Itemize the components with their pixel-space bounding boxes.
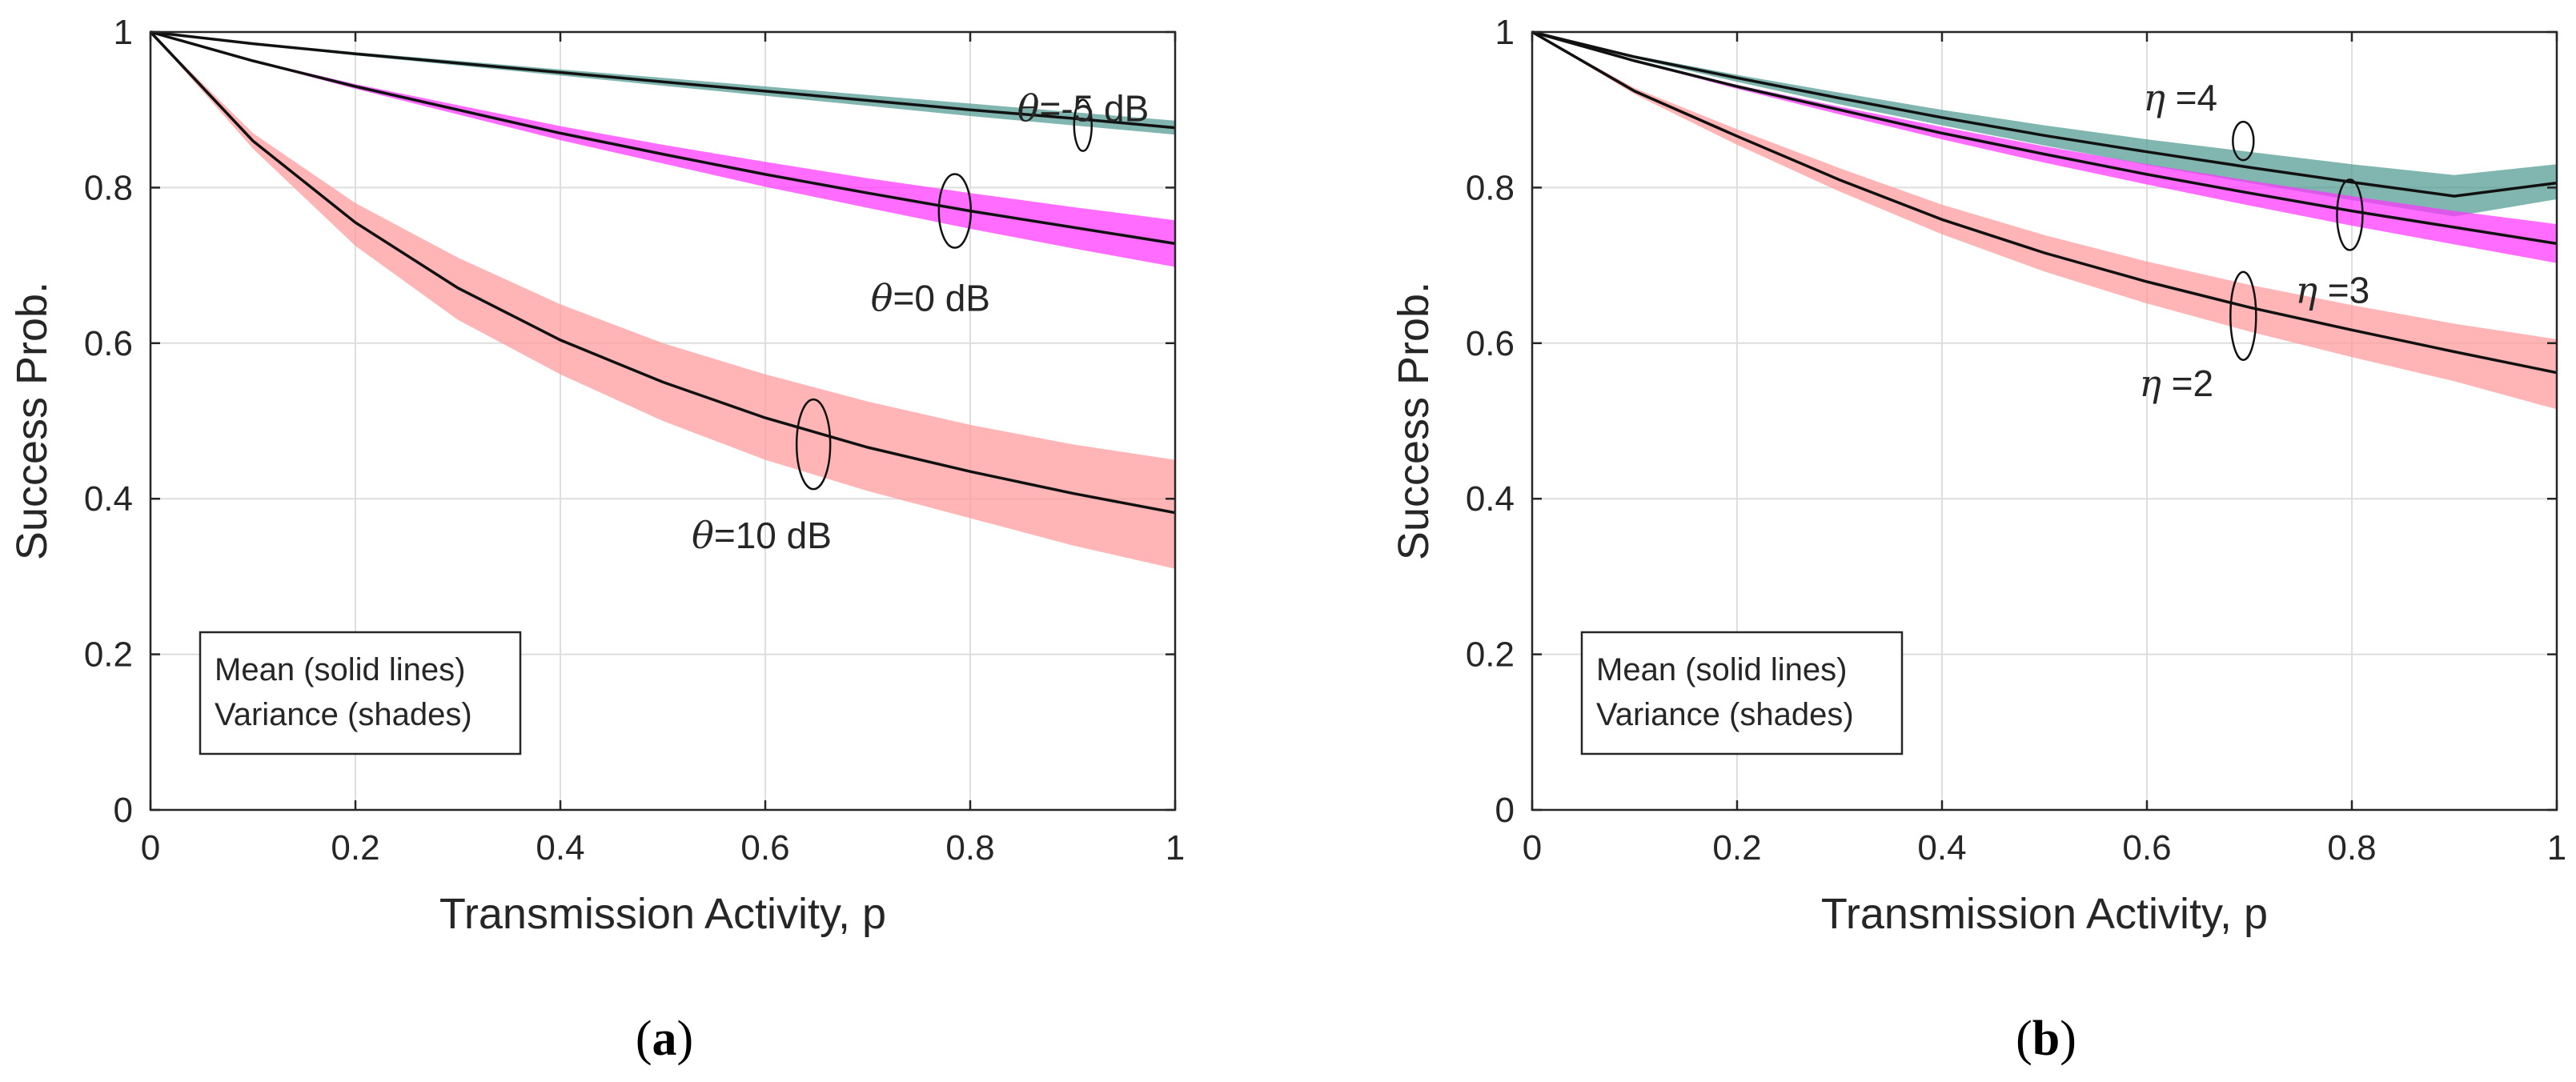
chart-panel-a: 00 0.2 0.2 0.4 0.4 0.6 0.6 0.8 0.8 1 1 Transmission… bbox=[8, 13, 1185, 1066]
y-axis-label: Success Prob. bbox=[8, 282, 56, 560]
annotation-ellipse-1 bbox=[2232, 120, 2255, 162]
series-label-symbol: η bbox=[2139, 362, 2161, 405]
panel-label-open: ( bbox=[636, 1012, 652, 1066]
annotation-ellipse-3 bbox=[795, 398, 832, 491]
y-tick-label: 0.2 bbox=[1466, 635, 1515, 675]
x-tick-label: 0.4 bbox=[1917, 828, 1966, 868]
legend-entry-2: Variance (shades) bbox=[215, 697, 472, 732]
mean-line-3 bbox=[149, 30, 1176, 515]
variance-band-2 bbox=[1532, 32, 2557, 263]
y-tick-label: 0.8 bbox=[1466, 168, 1515, 207]
panel-label: (a) bbox=[636, 1012, 693, 1066]
axes-box bbox=[149, 30, 1177, 812]
y-tick-label: 0.6 bbox=[1466, 324, 1515, 363]
legend-entry-1: Mean (solid lines) bbox=[215, 652, 465, 687]
series-label-text: =2 bbox=[2161, 363, 2213, 404]
series-label-1: θ=-5 dB bbox=[1017, 87, 1150, 130]
legend-box bbox=[1580, 631, 1904, 755]
x-tick-label: 0 bbox=[141, 828, 160, 868]
legend-entry-2: Variance (shades) bbox=[1596, 697, 1854, 732]
y-tick-label: 1 bbox=[1495, 13, 1515, 52]
chart-panel-b: 00 0.2 0.2 0.4 0.4 0.6 0.6 0.8 0.8 1 1 Transmission… bbox=[1390, 13, 2566, 1066]
annotation-ellipse-1 bbox=[1073, 98, 1093, 152]
panel-label-letter: b bbox=[2032, 1012, 2060, 1066]
series-label-1: η =4 bbox=[2143, 76, 2217, 119]
series-label-3: θ=10 dB bbox=[692, 514, 832, 557]
variance-band-3 bbox=[150, 32, 1175, 569]
y-tick-label: 0.4 bbox=[1466, 479, 1515, 519]
x-axis-label: Transmission Activity, p bbox=[1821, 890, 2268, 938]
x-tick-label: 0.2 bbox=[1712, 828, 1761, 868]
mean-line-2 bbox=[150, 30, 1176, 246]
panel-label-close: ) bbox=[2060, 1012, 2076, 1066]
variance-band-3 bbox=[1532, 32, 2557, 410]
series-label-symbol: θ bbox=[692, 514, 714, 557]
y-tick-label: 0 bbox=[114, 791, 133, 830]
x-axis-label: Transmission Activity, p bbox=[439, 890, 886, 938]
panel-label-letter: a bbox=[652, 1012, 677, 1066]
x-tick-label: 0.8 bbox=[945, 828, 994, 868]
mean-line-1 bbox=[1531, 30, 2558, 198]
variance-band-2 bbox=[150, 32, 1175, 267]
series-label-symbol: η bbox=[2295, 268, 2317, 311]
mean-line-3 bbox=[1531, 30, 2558, 375]
panel-label-close: ) bbox=[677, 1012, 694, 1066]
y-tick-label: 0.6 bbox=[84, 324, 133, 363]
legend-entry-1: Mean (solid lines) bbox=[1596, 652, 1847, 687]
x-tick-label: 0.4 bbox=[536, 828, 584, 868]
panel-label: (b) bbox=[2016, 1012, 2076, 1066]
x-tick-label: 1 bbox=[1166, 828, 1185, 868]
series-label-text: =4 bbox=[2165, 77, 2217, 118]
series-label-text: =10 dB bbox=[714, 515, 832, 556]
y-tick-label: 0 bbox=[1495, 791, 1515, 830]
mean-line-2 bbox=[1531, 30, 2558, 246]
x-tick-label: 0.8 bbox=[2327, 828, 2376, 868]
series-label-symbol: θ bbox=[871, 277, 893, 320]
annotation-ellipse-2 bbox=[937, 173, 973, 249]
annotation-ellipse-2 bbox=[2336, 178, 2364, 251]
y-axis-label: Success Prob. bbox=[1390, 282, 1438, 560]
x-tick-label: 0.6 bbox=[740, 828, 789, 868]
series-label-3: η =2 bbox=[2139, 362, 2213, 405]
series-label-text: =3 bbox=[2317, 269, 2369, 311]
panel-label-open: ( bbox=[2016, 1012, 2032, 1066]
series-label-text: =-5 dB bbox=[1040, 88, 1150, 130]
y-tick-label: 0.2 bbox=[84, 635, 133, 675]
axes-box bbox=[1531, 30, 2558, 812]
x-tick-label: 0 bbox=[1523, 828, 1542, 868]
y-tick-label: 0.4 bbox=[84, 479, 133, 519]
legend-box bbox=[199, 631, 522, 755]
variance-band-1 bbox=[1532, 32, 2557, 217]
y-tick-label: 1 bbox=[114, 13, 133, 52]
series-label-text: =0 dB bbox=[893, 278, 991, 319]
series-label-symbol: η bbox=[2143, 76, 2165, 119]
annotation-ellipse-3 bbox=[2229, 270, 2257, 362]
x-tick-label: 0.6 bbox=[2122, 828, 2171, 868]
series-label-2: η =3 bbox=[2295, 268, 2369, 311]
mean-line-1 bbox=[150, 30, 1176, 130]
x-tick-label: 0.2 bbox=[331, 828, 379, 868]
series-label-2: θ=0 dB bbox=[871, 277, 990, 320]
series-label-symbol: θ bbox=[1017, 87, 1040, 130]
y-tick-label: 0.8 bbox=[84, 168, 133, 207]
x-tick-label: 1 bbox=[2547, 828, 2566, 868]
